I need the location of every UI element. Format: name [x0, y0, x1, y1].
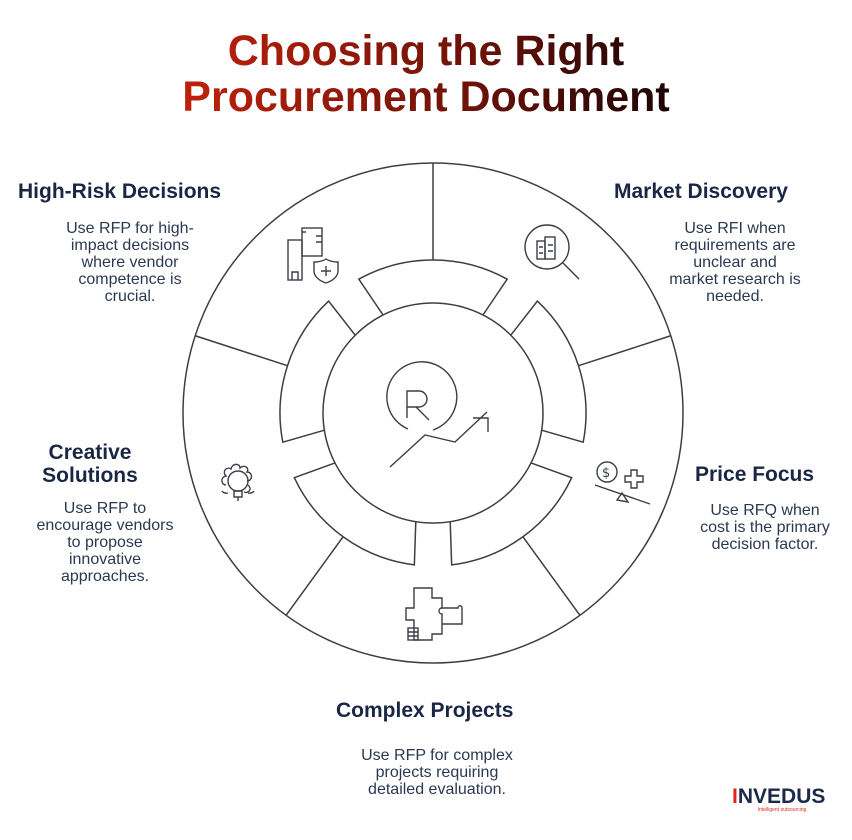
spoke [285, 536, 344, 616]
spoke [522, 536, 581, 616]
buildings-shield-icon [287, 227, 339, 284]
ring-segment [510, 299, 587, 444]
svg-text:$: $ [602, 466, 610, 481]
heading-price: Price Focus [695, 463, 815, 486]
desc-creative: Use RFP to encourage vendors to propose inn… [36, 500, 174, 585]
heading-high-risk: High-Risk Decisions [18, 180, 222, 203]
r-growth-arrow-icon [386, 361, 489, 468]
heading-complex: Complex Projects [336, 699, 514, 722]
dollar-balance-icon: $ [594, 461, 651, 505]
ring-segment [279, 299, 356, 444]
desc-price: Use RFQ when cost is the primary decision … [700, 502, 830, 553]
heading-market: Market Discovery [614, 180, 788, 203]
puzzle-icon [405, 587, 463, 641]
heading-creative: Creative Solutions [42, 441, 138, 487]
gear-lightbulb-icon [221, 463, 255, 501]
ring-segment [357, 259, 509, 316]
spoke [195, 335, 288, 367]
desc-high-risk: Use RFP for high-impact decisions where v… [66, 220, 194, 305]
invedus-logo: INVEDUS Intelligent outsourcing [732, 785, 826, 813]
magnifier-buildings-icon [524, 224, 580, 280]
ring-segment [293, 462, 417, 566]
inner-circle [322, 302, 544, 524]
desc-complex: Use RFP for complex projects requiring det… [361, 747, 513, 798]
ring-segment [449, 462, 573, 566]
spoke [578, 335, 671, 367]
desc-market: Use RFI when requirements are unclear and m… [669, 220, 801, 305]
